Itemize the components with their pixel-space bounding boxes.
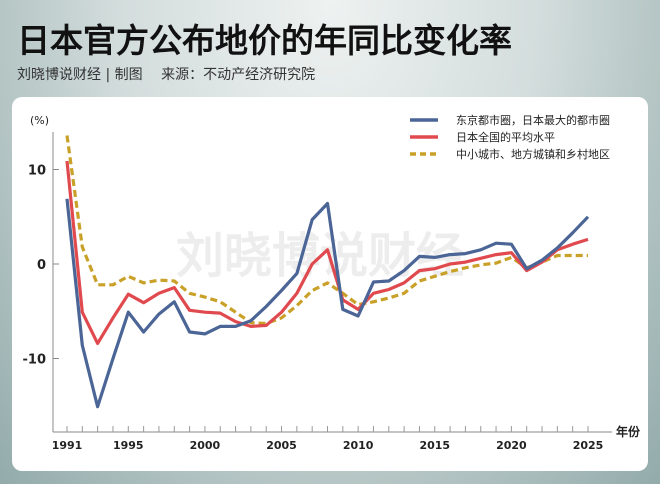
legend-label: 东京都市圈，日本最大的都市圈 <box>456 113 610 127</box>
legend-item: 日本全国的平均水平 <box>410 130 555 144</box>
series-line-1 <box>65 160 589 345</box>
x-tick-label: 2005 <box>266 439 297 452</box>
source: 来源：不动产经济研究院 <box>161 67 316 83</box>
credit: 刘晓博说财经 | 制图 <box>17 67 143 83</box>
x-tick-label: 2020 <box>496 439 527 452</box>
chart-panel <box>12 97 648 471</box>
legend-label: 中小城市、地方城镇和乡村地区 <box>456 147 610 161</box>
subtitle: 刘晓博说财经 | 制图 来源：不动产经济研究院 <box>17 64 329 84</box>
series-line-0 <box>65 198 590 409</box>
y-tick-label: 10 <box>28 164 46 179</box>
x-tick-label: 1995 <box>113 439 144 452</box>
series-line-2 <box>65 135 588 326</box>
x-tick-label: 2010 <box>343 439 374 452</box>
legend-label: 日本全国的平均水平 <box>456 130 555 144</box>
y-tick-label: 0 <box>37 258 46 273</box>
chart-title: 日本官方公布地价的年同比变化率 <box>17 21 512 60</box>
y-axis-label: (%) <box>30 114 49 127</box>
y-tick-label: -10 <box>23 353 47 368</box>
legend-item: 中小城市、地方城镇和乡村地区 <box>410 147 610 161</box>
x-tick-label: 1991 <box>52 439 83 452</box>
x-axis-label: 年份 <box>616 424 641 439</box>
x-tick-label: 2015 <box>419 439 450 452</box>
x-tick-label: 2025 <box>573 439 604 452</box>
x-tick-label: 2000 <box>190 439 221 452</box>
legend-item: 东京都市圈，日本最大的都市圈 <box>410 113 610 127</box>
